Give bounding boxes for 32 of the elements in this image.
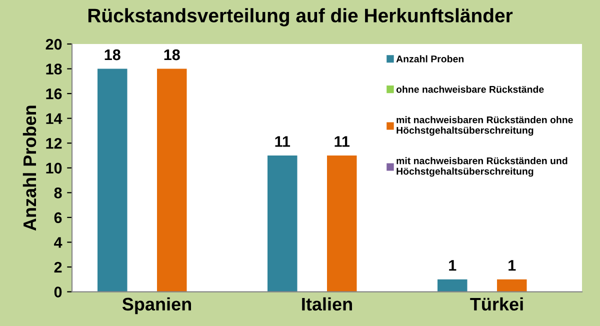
y-tick-label: 2: [54, 262, 62, 273]
x-tick-label: Italien: [302, 297, 352, 311]
data-label: 1: [449, 260, 456, 271]
legend-label: ohne nachweisbare Rückstände: [396, 86, 544, 93]
y-tick-label: 16: [46, 88, 62, 100]
y-tick-label: 8: [54, 188, 62, 198]
x-tick-label: Spanien: [122, 297, 191, 314]
data-label: 18: [104, 49, 120, 60]
y-tick-label: 10: [46, 162, 62, 174]
y-tick-label: 18: [46, 64, 62, 74]
y-tick-label: 4: [54, 237, 62, 248]
data-label: 1: [508, 260, 516, 271]
bar: [438, 279, 468, 292]
y-tick-label: 20: [46, 38, 62, 50]
legend-label: mit nachweisbaren Rückständen und Höchstgehaltsüberschreitung: [396, 157, 568, 177]
bar: [98, 68, 128, 292]
y-tick-label: 12: [46, 138, 62, 149]
y-tick-label: 0: [54, 286, 62, 298]
data-label: 11: [275, 136, 290, 147]
bar: [157, 68, 187, 292]
x-tick-label: Türkei: [470, 297, 523, 311]
y-tick-label: 14: [46, 113, 62, 124]
legend-label: mit nachweisbaren Rückständen ohne Höchstgehaltsüberschreitung: [396, 116, 573, 136]
bar: [268, 156, 298, 292]
bar: [497, 279, 527, 292]
y-tick-label: 6: [54, 212, 62, 224]
legend-label: Anzahl Proben: [396, 55, 464, 62]
chart-title: Rückstandsverteilung auf die Herkunftsländer: [88, 8, 513, 26]
bar: [327, 156, 357, 292]
data-label: 18: [164, 49, 180, 60]
y-axis-title: Anzahl Proben: [22, 106, 36, 231]
data-label: 11: [334, 136, 350, 147]
